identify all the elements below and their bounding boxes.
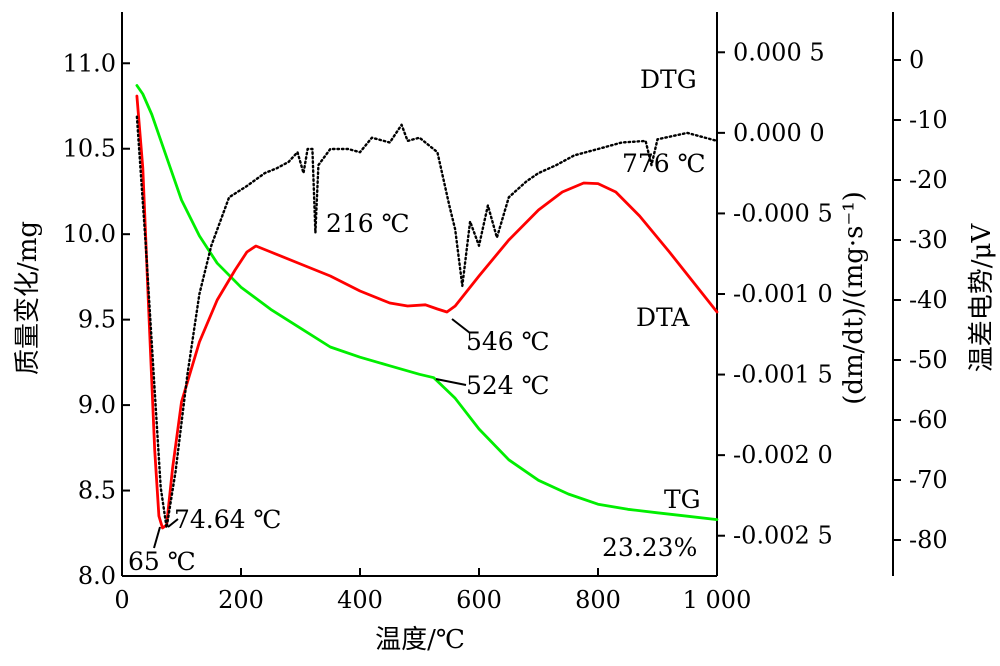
dta-y-tick-label: -10 xyxy=(909,106,948,134)
x-axis-title: 温度/℃ xyxy=(375,625,465,655)
dtg-y-tick-label: -0.002 0 xyxy=(733,441,833,469)
annotation-dta-74: 74.64 ℃ xyxy=(174,505,281,534)
mass-y-tick-label: 8.0 xyxy=(78,562,116,590)
ticks-layer: 0 200 400 600 800 1 000 8.0 8.5 9.0 9.5 10.0 10.5 11… xyxy=(63,38,948,614)
x-tick-label: 600 xyxy=(456,586,502,614)
dta-y-tick-label: -30 xyxy=(909,226,948,254)
dta-y-tick-label: -50 xyxy=(909,346,948,374)
dtg-y-tick-label: -0.002 5 xyxy=(733,522,833,550)
annotation-dtg-65: 65 ℃ xyxy=(128,547,196,576)
dta-y-tick-label: -20 xyxy=(909,166,948,194)
dta-y-tick-label: -60 xyxy=(909,406,948,434)
dta-y-tick-label: 0 xyxy=(909,46,924,74)
x-tick-label: 400 xyxy=(337,586,383,614)
leader-74 xyxy=(167,518,179,528)
annotation-dta-label: DTA xyxy=(636,303,690,332)
leader-524 xyxy=(435,378,467,386)
x-tick-label: 0 xyxy=(114,586,129,614)
dtg-y-tick-label: 0.000 0 xyxy=(733,119,825,147)
dtg-y-tick-label: -0.000 5 xyxy=(733,199,833,227)
dtg-y-tick-label: 0.000 5 xyxy=(733,38,825,66)
x-tick-label: 1 000 xyxy=(683,586,752,614)
annotations-layer: DTG 216 ℃ 776 ℃ DTA 546 ℃ 524 ℃ 74.64 ℃ … xyxy=(128,65,706,576)
dtg-axis-title: (dm/dt)/(mg·s⁻¹) xyxy=(839,191,869,405)
leader-546 xyxy=(451,318,471,334)
series-tg-line xyxy=(135,84,719,521)
leader-65 xyxy=(153,526,161,549)
mass-y-tick-label: 8.5 xyxy=(78,477,116,505)
mass-y-tick-label: 11.0 xyxy=(63,49,116,77)
annotation-dtg-216: 216 ℃ xyxy=(326,209,410,238)
mass-y-tick-label: 9.0 xyxy=(78,391,116,419)
annotation-dtg-label: DTG xyxy=(640,65,697,94)
annotation-tg-label: TG xyxy=(664,485,701,514)
labels-layer: 温度/℃ 质量变化/mg (dm/dt)/(mg·s⁻¹) 温差电势/μV xyxy=(13,191,997,655)
dta-axis-title: 温差电势/μV xyxy=(967,223,997,373)
annotation-tg-percent: 23.23% xyxy=(602,533,697,562)
x-tick-label: 800 xyxy=(575,586,621,614)
series-layer xyxy=(135,84,719,530)
dta-y-tick-label: -70 xyxy=(909,466,948,494)
series-dtg-line xyxy=(135,115,719,529)
mass-y-tick-label: 9.5 xyxy=(78,306,116,334)
dtg-y-tick-label: -0.001 5 xyxy=(733,361,833,389)
dta-y-tick-label: -80 xyxy=(909,526,948,554)
x-tick-label: 200 xyxy=(218,586,264,614)
mass-axis-title: 质量变化/mg xyxy=(13,221,43,375)
annotation-dta-776: 776 ℃ xyxy=(622,149,706,178)
mass-y-tick-label: 10.5 xyxy=(63,135,116,163)
annotation-dta-546: 546 ℃ xyxy=(466,327,550,356)
dta-y-tick-label: -40 xyxy=(909,286,948,314)
dtg-y-tick-label: -0.001 0 xyxy=(733,280,833,308)
annotation-tg-524: 524 ℃ xyxy=(466,371,550,400)
mass-y-tick-label: 10.0 xyxy=(63,220,116,248)
